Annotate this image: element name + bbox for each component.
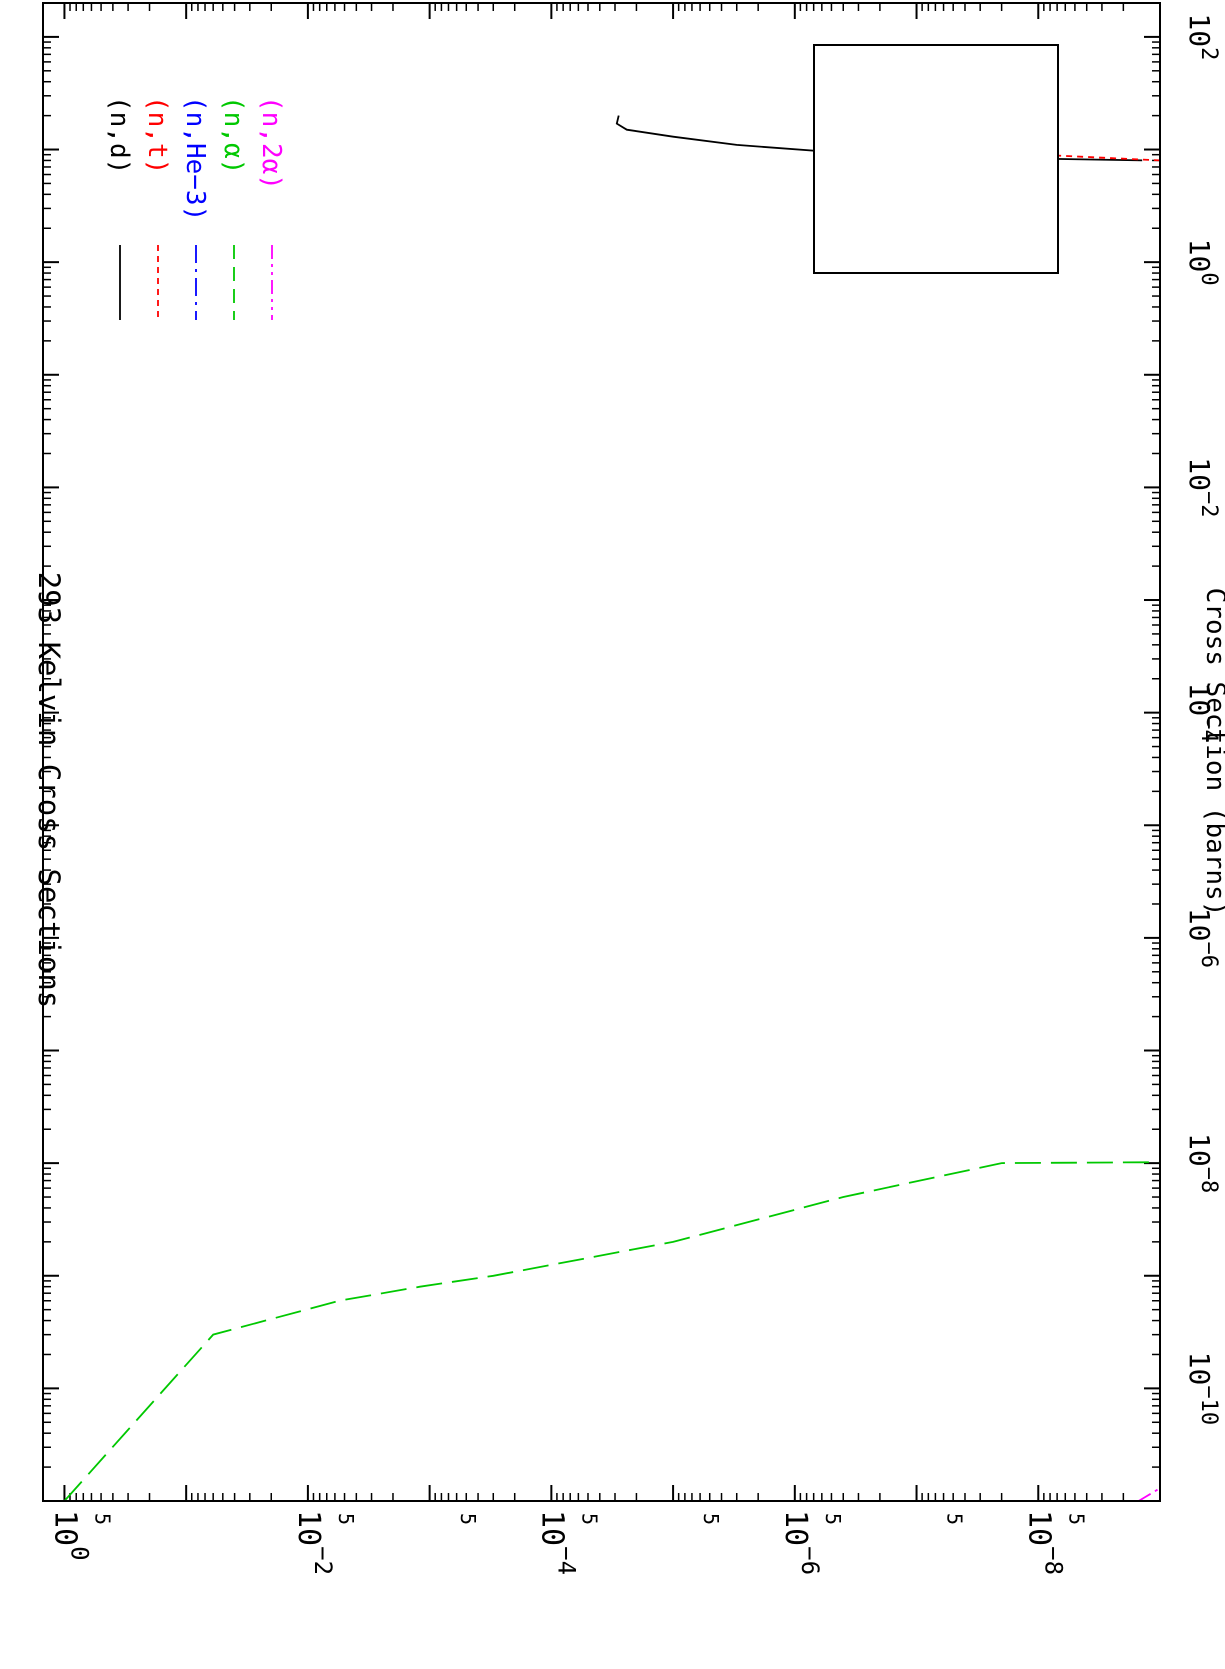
legend-label-2: (n,He−3) xyxy=(180,96,210,221)
x-tick-label: 10−10 xyxy=(1183,1352,1221,1425)
y-tick-label: 100 xyxy=(48,1510,94,1561)
svg-text:100: 100 xyxy=(1183,239,1221,286)
tick-layer xyxy=(43,2,1161,1502)
series-line-4 xyxy=(1138,1487,1160,1501)
y-tick-label: 10−8 xyxy=(1022,1510,1068,1575)
svg-text:100: 100 xyxy=(48,1510,94,1561)
svg-text:10−4: 10−4 xyxy=(535,1510,581,1575)
legend-box xyxy=(813,44,1059,274)
y-axis-label: Cross Section (barns) xyxy=(1200,588,1225,917)
legend-label-0: (n,d) xyxy=(104,96,134,174)
y-minor-tick-label: 5 xyxy=(577,1513,601,1525)
legend-label-3: (n,α) xyxy=(218,96,248,174)
series-line-3 xyxy=(63,1161,1160,1501)
y-tick-label: 10−4 xyxy=(535,1510,581,1575)
label-layer: 10−10 10−8 10−6 10−4 10−2 100 102 100 10−2 10−4 10… xyxy=(48,13,1221,1575)
legend-label-1: (n,t) xyxy=(142,96,172,174)
svg-text:10−4: 10−4 xyxy=(1183,683,1221,743)
y-tick-label: 10−6 xyxy=(778,1510,824,1575)
plot-frame xyxy=(42,2,1161,1502)
svg-text:10−8: 10−8 xyxy=(1022,1510,1068,1575)
y-minor-tick-label: 5 xyxy=(91,1513,115,1525)
svg-text:10−8: 10−8 xyxy=(1183,1133,1221,1193)
x-tick-label: 10−6 xyxy=(1183,908,1221,968)
svg-text:10−6: 10−6 xyxy=(1183,908,1221,968)
x-tick-label: 10−4 xyxy=(1183,683,1221,743)
legend: (n,d) (n,t) (n,He−3) (n,α) (n,2α) xyxy=(104,44,1059,320)
svg-text:10−10: 10−10 xyxy=(1183,1352,1221,1425)
svg-text:102: 102 xyxy=(1183,13,1221,60)
x-tick-label: 100 xyxy=(1183,239,1221,286)
svg-text:10−2: 10−2 xyxy=(1183,457,1221,517)
y-minor-tick-label: 5 xyxy=(456,1513,480,1525)
x-tick-label: 10−2 xyxy=(1183,457,1221,517)
legend-label-4: (n,2α) xyxy=(256,96,286,190)
y-tick-label: 10−2 xyxy=(291,1510,337,1575)
y-minor-tick-label: 5 xyxy=(943,1513,967,1525)
svg-text:10−2: 10−2 xyxy=(291,1510,337,1575)
y-minor-tick-label: 5 xyxy=(821,1513,845,1525)
y-minor-tick-label: 5 xyxy=(334,1513,358,1525)
y-minor-tick-label: 5 xyxy=(1064,1513,1088,1525)
x-tick-label: 102 xyxy=(1183,13,1221,60)
y-minor-tick-label: 5 xyxy=(699,1513,723,1525)
chart-title: 293 Kelvin Cross Sections xyxy=(32,572,66,1009)
svg-text:10−6: 10−6 xyxy=(778,1510,824,1575)
x-tick-label: 10−8 xyxy=(1183,1133,1221,1193)
